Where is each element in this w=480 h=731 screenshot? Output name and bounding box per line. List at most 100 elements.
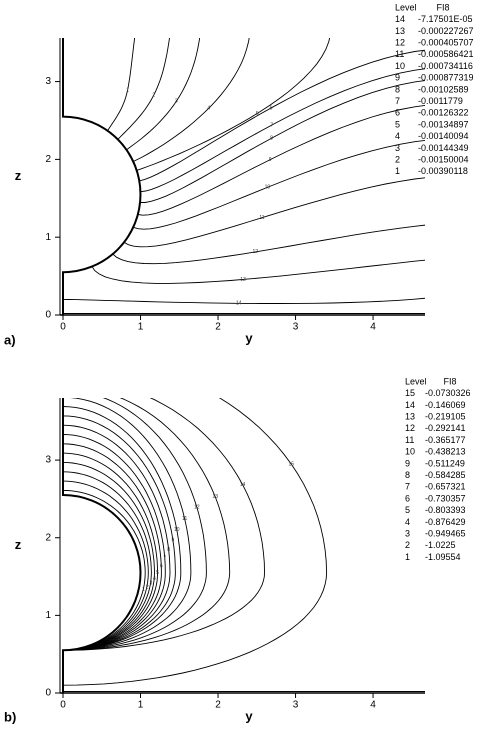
contour-label: 15 bbox=[288, 461, 294, 467]
y-tick-label: 3 bbox=[45, 455, 51, 466]
x-tick-label: 1 bbox=[138, 700, 144, 711]
legend-level: 14 bbox=[395, 14, 405, 24]
legend-header: Level bbox=[395, 2, 417, 12]
legend-level: 15 bbox=[405, 388, 415, 398]
legend-value: -0.000877319 bbox=[418, 73, 474, 83]
y-tick-label: 1 bbox=[45, 610, 51, 621]
legend-value: -0.00102589 bbox=[418, 84, 469, 94]
legend-value: -0.949465 bbox=[425, 528, 466, 538]
contour-line bbox=[63, 297, 425, 304]
contour-label: 1 bbox=[142, 587, 145, 593]
legend-level: 2 bbox=[405, 540, 410, 550]
legend-value: -0.00134897 bbox=[418, 119, 469, 129]
legend-level: 7 bbox=[405, 482, 410, 492]
contour-line bbox=[112, 224, 425, 265]
legend-value: -0.00140094 bbox=[418, 131, 469, 141]
contour-label: 9 bbox=[269, 157, 272, 163]
contour-line bbox=[63, 398, 231, 651]
contour-label: 12 bbox=[194, 505, 200, 511]
legend-level: 8 bbox=[405, 470, 410, 480]
legend-level: 7 bbox=[395, 96, 400, 106]
legend-value: -0.511249 bbox=[425, 458, 465, 468]
contour-label: 11 bbox=[259, 215, 264, 221]
contour-label: 14 bbox=[236, 301, 242, 307]
y-tick-label: 0 bbox=[45, 688, 51, 699]
contour-line bbox=[63, 443, 162, 651]
legend-level: 8 bbox=[395, 84, 400, 94]
legend-level: 5 bbox=[405, 505, 410, 515]
y-axis-label: z bbox=[15, 168, 22, 183]
legend-level: 1 bbox=[405, 552, 410, 562]
contour-line bbox=[63, 452, 159, 651]
legend-value: -0.657321 bbox=[425, 482, 466, 492]
contour-label: 2 bbox=[146, 584, 149, 590]
legend-value: -0.0011779 bbox=[418, 96, 463, 106]
contour-line bbox=[137, 104, 425, 216]
contour-label: 13 bbox=[212, 494, 218, 500]
x-tick-label: 4 bbox=[370, 700, 376, 711]
panel-label: a) bbox=[4, 332, 16, 347]
contour-label: 3 bbox=[149, 581, 152, 587]
legend-level: 2 bbox=[395, 154, 400, 164]
contour-label: 1 bbox=[126, 87, 129, 93]
x-tick-label: 3 bbox=[293, 322, 299, 333]
legend-value: -0.00390118 bbox=[418, 166, 468, 176]
contour-line bbox=[63, 406, 182, 651]
contour-line bbox=[63, 489, 146, 651]
legend-value: -0.146069 bbox=[425, 400, 466, 410]
legend-value: -0.876429 bbox=[425, 517, 466, 527]
legend-value: -0.438213 bbox=[425, 447, 466, 457]
body bbox=[62, 38, 142, 315]
contour-line bbox=[63, 398, 207, 651]
legend-level: 13 bbox=[395, 26, 405, 36]
contour-line bbox=[91, 259, 425, 284]
legend-level: 12 bbox=[395, 37, 405, 47]
contour-label: 6 bbox=[270, 105, 273, 111]
contour-label: 7 bbox=[270, 122, 273, 128]
contour-line bbox=[63, 461, 155, 651]
contour-line bbox=[140, 80, 425, 203]
y-tick-label: 1 bbox=[45, 232, 51, 243]
legend-level: 4 bbox=[405, 517, 410, 527]
contour-line bbox=[63, 424, 171, 651]
legend-value: -0.730357 bbox=[425, 493, 466, 503]
contour-line bbox=[63, 398, 265, 651]
contour-label: 10 bbox=[174, 527, 180, 533]
legend-header: Level bbox=[405, 376, 427, 386]
legend-value: -0.000405707 bbox=[418, 37, 474, 47]
contour-line bbox=[123, 177, 425, 248]
panel-label: b) bbox=[4, 709, 16, 724]
legend-level: 1 bbox=[395, 166, 400, 176]
legend-value: -0.000227267 bbox=[418, 26, 474, 36]
legend-value: -0.0730326 bbox=[425, 388, 471, 398]
body bbox=[62, 398, 142, 693]
contour-line bbox=[63, 398, 192, 651]
contour-line bbox=[136, 38, 331, 171]
legend-level: 9 bbox=[395, 73, 400, 83]
legend-header: FI8 bbox=[436, 2, 449, 12]
contour-label: 2 bbox=[152, 92, 155, 98]
contour-label: 8 bbox=[270, 136, 273, 142]
y-tick-label: 3 bbox=[45, 76, 51, 87]
x-axis-label: y bbox=[245, 330, 253, 345]
legend-value: -0.000586421 bbox=[418, 49, 474, 59]
legend-header: FI8 bbox=[443, 376, 456, 386]
legend-value: -0.365177 bbox=[425, 435, 466, 445]
legend-level: 13 bbox=[405, 411, 415, 421]
contour-label: 11 bbox=[182, 516, 187, 522]
legend-level: 6 bbox=[405, 493, 410, 503]
contour-line bbox=[63, 434, 166, 651]
x-tick-label: 4 bbox=[370, 322, 376, 333]
legend-level: 4 bbox=[395, 131, 400, 141]
legend-value: -0.000734116 bbox=[418, 61, 473, 71]
contour-label: 14 bbox=[240, 482, 246, 488]
x-tick-label: 2 bbox=[215, 322, 221, 333]
legend-level: 10 bbox=[395, 61, 405, 71]
contour-line bbox=[63, 471, 152, 651]
legend-level: 14 bbox=[405, 400, 415, 410]
contour-line bbox=[126, 38, 201, 151]
